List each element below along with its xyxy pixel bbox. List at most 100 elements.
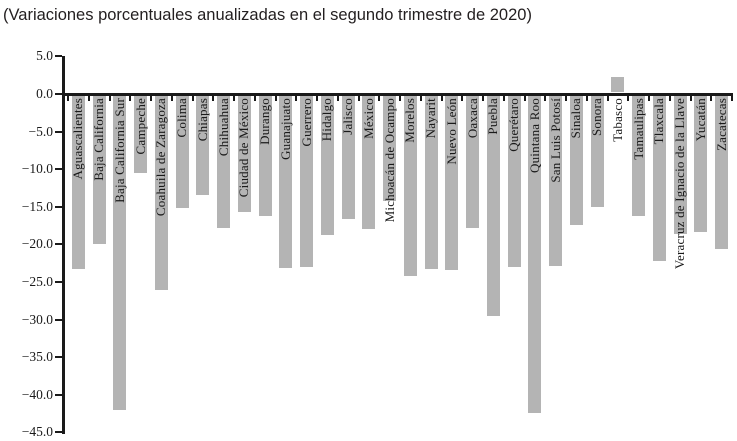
bar	[196, 95, 210, 195]
bar	[113, 95, 127, 410]
y-tick-label: 5.0	[36, 48, 53, 64]
bar-label: Colima	[174, 98, 190, 138]
y-tick-label: −10.0	[21, 161, 53, 177]
bar-slot: Oaxaca	[462, 0, 483, 441]
bar-label: Guerrero	[298, 98, 314, 147]
bar-label: Puebla	[485, 98, 501, 135]
y-axis-tick	[55, 243, 62, 246]
bar-slot: Guanajuato	[276, 0, 297, 441]
bar-slot: Quintana Roo	[525, 0, 546, 441]
bar	[154, 95, 168, 291]
bar-slot: Coahuila de Zaragoza	[151, 0, 172, 441]
bar	[486, 95, 500, 316]
bar	[300, 95, 314, 267]
bar-slot: Jalisco	[338, 0, 359, 441]
bar-label: Nuevo León	[443, 98, 459, 165]
x-axis-tick	[150, 95, 152, 101]
bar-slot: Hidalgo	[317, 0, 338, 441]
bar-slot: Baja California Sur	[110, 0, 131, 441]
x-axis-tick	[316, 95, 318, 101]
x-axis-tick	[67, 95, 69, 101]
y-axis-tick	[55, 130, 62, 133]
bar-slot: Tamaulipas	[628, 0, 649, 441]
bar-slot: Ciudad de México	[234, 0, 255, 441]
bar-label: Nayarit	[423, 98, 439, 139]
bar-label: Quintana Roo	[526, 98, 542, 173]
bar-label: Chiapas	[194, 98, 210, 142]
bar-label: Jalisco	[340, 98, 356, 135]
x-axis-tick	[731, 95, 733, 101]
bar-slot: Querétaro	[504, 0, 525, 441]
bar	[466, 95, 480, 228]
x-axis-tick	[523, 95, 526, 101]
bar-slot: Veracruz de Ignacio de la Llave	[670, 0, 691, 441]
y-axis-tick	[55, 281, 62, 283]
y-axis-tick	[55, 93, 62, 95]
y-tick-label: −5.0	[28, 123, 54, 139]
x-axis-tick	[668, 95, 671, 101]
x-axis-tick	[108, 95, 111, 101]
bar-slot: Durango	[255, 0, 276, 441]
x-axis-tick	[606, 95, 609, 101]
x-axis-tick	[585, 95, 588, 101]
bar	[258, 95, 272, 216]
bar	[320, 95, 334, 236]
x-axis-tick	[648, 95, 650, 101]
bar-slot: Sonora	[587, 0, 608, 441]
bar-label: Oaxaca	[464, 98, 480, 139]
y-tick-label: −20.0	[21, 236, 53, 252]
bar-label: Veracruz de Ignacio de la Llave	[672, 98, 688, 270]
bar-slot: Nuevo León	[442, 0, 463, 441]
y-tick-label: −45.0	[21, 424, 53, 440]
bar	[528, 95, 542, 413]
bar	[632, 95, 646, 216]
x-axis-tick	[502, 95, 505, 101]
y-axis-tick	[55, 393, 62, 396]
x-axis-tick	[87, 95, 90, 101]
bar-label: Tlaxcala	[651, 98, 667, 145]
bar-label: Ciudad de México	[236, 98, 252, 198]
y-axis-tick	[55, 205, 62, 208]
y-axis-tick	[55, 318, 62, 321]
bar	[549, 95, 563, 267]
bar-label: Chihuahua	[215, 98, 231, 157]
bar	[652, 95, 666, 261]
bar-label: Zacatecas	[713, 98, 729, 152]
bar	[71, 95, 85, 270]
x-axis-tick	[710, 95, 713, 101]
y-tick-label: −35.0	[21, 349, 53, 365]
bar	[445, 95, 459, 270]
x-axis-tick	[461, 95, 464, 101]
bar-label: Guanajuato	[277, 98, 293, 160]
y-axis-tick	[55, 55, 62, 58]
x-axis-tick	[399, 95, 401, 101]
bar-slot: México	[359, 0, 380, 441]
bar-slot: Chihuahua	[213, 0, 234, 441]
bar-slot: Campeche	[130, 0, 151, 441]
x-axis-line	[62, 92, 733, 96]
bar	[590, 95, 604, 207]
x-axis-tick	[440, 95, 443, 101]
x-axis-tick	[336, 95, 339, 101]
bar	[362, 95, 376, 230]
bar-slot: Sinaloa	[566, 0, 587, 441]
x-axis-tick	[295, 95, 298, 101]
bar	[237, 95, 251, 213]
bar	[569, 95, 583, 225]
bar-label: Morelos	[402, 98, 418, 143]
x-axis-tick	[544, 95, 547, 101]
bar-label: Querétaro	[506, 98, 522, 152]
bar-slot: Zacatecas	[711, 0, 732, 441]
x-axis-tick	[689, 95, 692, 101]
chart-title: (Variaciones porcentuales anualizadas en…	[3, 6, 532, 24]
y-tick-label: −15.0	[21, 198, 53, 214]
bar-label: Michoacán de Ocampo	[381, 98, 397, 223]
x-axis-tick	[565, 95, 567, 101]
bar-slot: Colima	[172, 0, 193, 441]
bar-slot: Aguascalientes	[68, 0, 89, 441]
bar-label: Sinaloa	[568, 98, 584, 139]
bar-label: San Luis Potosí	[547, 98, 563, 183]
bar-slot: Guerrero	[296, 0, 317, 441]
bar	[715, 95, 729, 249]
bar	[507, 95, 521, 267]
